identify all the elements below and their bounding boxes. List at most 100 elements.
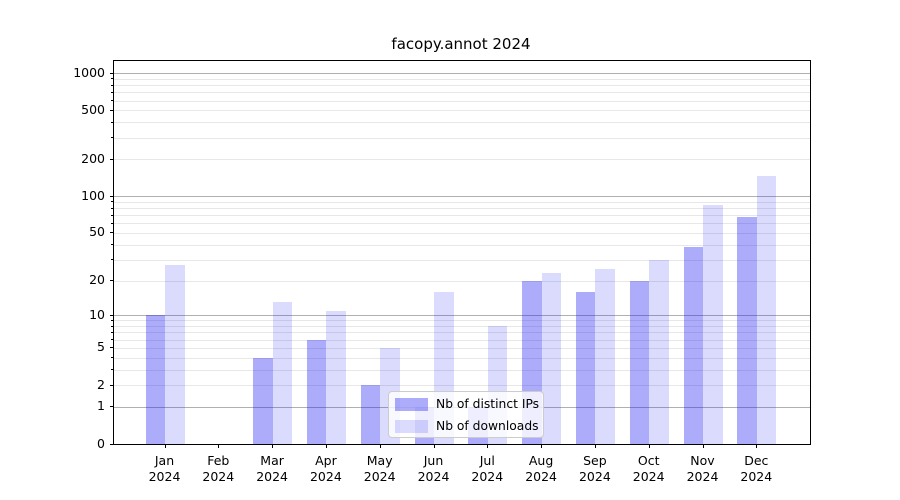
y-tick-label: 20 <box>89 272 105 288</box>
minor-gridline <box>114 244 810 246</box>
chart-title: facopy.annot 2024 <box>391 35 531 53</box>
minor-gridline <box>114 232 810 234</box>
y-tick-mark <box>109 314 114 316</box>
y-minor-tick-mark <box>111 259 114 261</box>
y-minor-tick-mark <box>111 331 114 333</box>
minor-gridline <box>114 357 810 359</box>
x-tick-label-month: Nov <box>690 453 715 468</box>
x-tick-mark <box>541 444 543 448</box>
y-minor-tick-mark <box>111 214 114 216</box>
y-tick-mark <box>109 72 114 74</box>
bar-downloads-sep <box>595 269 615 444</box>
y-minor-tick-mark <box>111 319 114 321</box>
minor-gridline <box>114 78 810 80</box>
minor-gridline <box>114 369 810 371</box>
x-tick-label: Sep 2024 <box>567 453 623 484</box>
minor-gridline <box>114 326 810 328</box>
y-minor-tick-mark <box>111 384 114 386</box>
x-tick-label: Jun 2024 <box>406 453 462 484</box>
y-minor-tick-mark <box>111 339 114 341</box>
minor-gridline <box>114 208 810 210</box>
bar-distinct-ips-sep <box>575 291 596 444</box>
y-minor-tick-mark <box>111 222 114 224</box>
x-tick-label-year: 2024 <box>471 468 504 484</box>
bar-downloads-apr <box>326 310 346 444</box>
x-tick-label-year: 2024 <box>740 468 773 484</box>
bar-downloads-jan <box>165 265 185 444</box>
x-tick-label-month: Apr <box>315 453 337 468</box>
y-minor-tick-mark <box>111 280 114 282</box>
x-tick-mark <box>433 444 435 448</box>
y-tick-label: 10 <box>89 306 105 322</box>
x-tick-label-year: 2024 <box>202 468 235 484</box>
x-tick-label: Apr 2024 <box>298 453 354 484</box>
y-minor-tick-mark <box>111 100 114 102</box>
legend-row-distinct-ips: Nb of distinct IPs <box>389 394 543 414</box>
major-gridline <box>114 196 810 198</box>
legend: Nb of distinct IPs Nb of downloads <box>388 391 544 438</box>
bar-distinct-ips-jan <box>145 315 165 444</box>
bar-distinct-ips-apr <box>306 339 327 444</box>
minor-gridline <box>114 332 810 334</box>
minor-gridline <box>114 85 810 87</box>
y-minor-tick-mark <box>111 137 114 139</box>
minor-gridline <box>114 339 810 341</box>
x-tick-mark <box>325 444 327 448</box>
x-tick-label-month: Jan <box>154 453 175 468</box>
x-tick-mark <box>648 444 650 448</box>
x-tick-label: Oct 2024 <box>621 453 677 484</box>
y-tick-label: 1000 <box>73 64 105 80</box>
minor-gridline <box>114 92 810 94</box>
minor-gridline <box>114 110 810 112</box>
y-minor-tick-mark <box>111 91 114 93</box>
y-minor-tick-mark <box>111 232 114 234</box>
y-tick-label: 5 <box>97 339 105 355</box>
bar-downloads-mar <box>272 302 293 444</box>
bar-distinct-ips-nov <box>683 247 703 444</box>
y-tick-label: 500 <box>81 101 105 117</box>
minor-gridline <box>114 137 810 139</box>
x-tick-label-month: Sep <box>583 453 607 468</box>
y-minor-tick-mark <box>111 325 114 327</box>
y-minor-tick-mark <box>111 121 114 123</box>
x-tick-label: Mar 2024 <box>244 453 300 484</box>
major-gridline <box>114 73 810 75</box>
major-gridline <box>114 315 810 317</box>
x-tick-label: Jul 2024 <box>459 453 515 484</box>
minor-gridline <box>114 385 810 387</box>
x-tick-label-year: 2024 <box>686 468 719 484</box>
legend-row-downloads: Nb of downloads <box>389 416 543 436</box>
x-tick-mark <box>379 444 381 448</box>
x-tick-label: May 2024 <box>352 453 408 484</box>
x-tick-mark <box>487 444 489 448</box>
x-tick-label-year: 2024 <box>256 468 288 484</box>
minor-gridline <box>114 259 810 261</box>
y-tick-mark <box>109 443 114 445</box>
minor-gridline <box>114 215 810 217</box>
bar-distinct-ips-mar <box>253 357 273 444</box>
x-tick-label: Nov 2024 <box>675 453 731 484</box>
x-tick-label-month: Jul <box>479 453 495 468</box>
y-minor-tick-mark <box>111 158 114 160</box>
minor-gridline <box>114 159 810 161</box>
x-tick-label-month: Jun <box>423 453 444 468</box>
legend-label-distinct-ips: Nb of distinct IPs <box>436 397 540 411</box>
y-tick-label: 50 <box>89 224 105 240</box>
minor-gridline <box>114 320 810 322</box>
x-tick-label-month: Feb <box>207 453 230 468</box>
x-tick-mark <box>702 444 704 448</box>
y-tick-label: 2 <box>97 376 105 392</box>
x-tick-label: Jan 2024 <box>137 453 193 484</box>
bar-downloads-oct <box>649 259 669 444</box>
y-minor-tick-mark <box>111 84 114 86</box>
x-tick-label-month: May <box>366 453 393 468</box>
y-tick-label: 1 <box>97 398 105 414</box>
plot-area <box>113 60 811 445</box>
x-tick-label-month: Mar <box>260 453 284 468</box>
minor-gridline <box>114 122 810 124</box>
legend-swatch-downloads <box>395 419 428 433</box>
x-tick-label-year: 2024 <box>148 468 181 484</box>
x-tick-label-year: 2024 <box>363 468 396 484</box>
x-tick-label: Dec 2024 <box>728 453 784 484</box>
